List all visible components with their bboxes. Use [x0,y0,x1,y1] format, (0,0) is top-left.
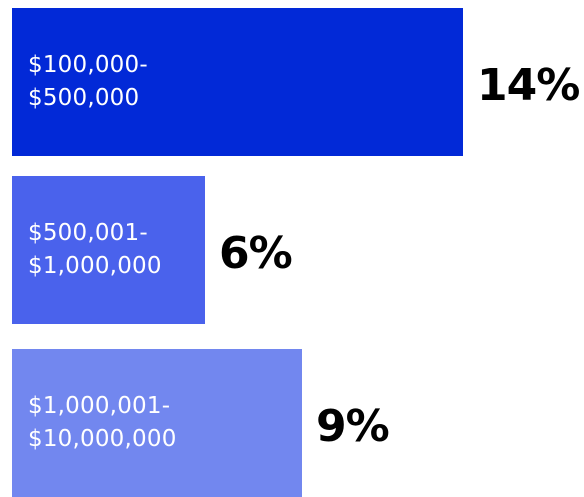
value-label: 6% [219,228,293,279]
value-label: 14% [477,60,580,111]
bar: $100,000- $500,000 [12,8,463,156]
bar: $500,001- $1,000,000 [12,176,205,324]
bar: $1,000,001- $10,000,000 [12,349,302,497]
category-label: $1,000,001- $10,000,000 [28,393,177,452]
category-label: $500,001- $1,000,000 [28,220,162,279]
category-label: $100,000- $500,000 [28,52,148,111]
value-label: 9% [316,401,390,452]
